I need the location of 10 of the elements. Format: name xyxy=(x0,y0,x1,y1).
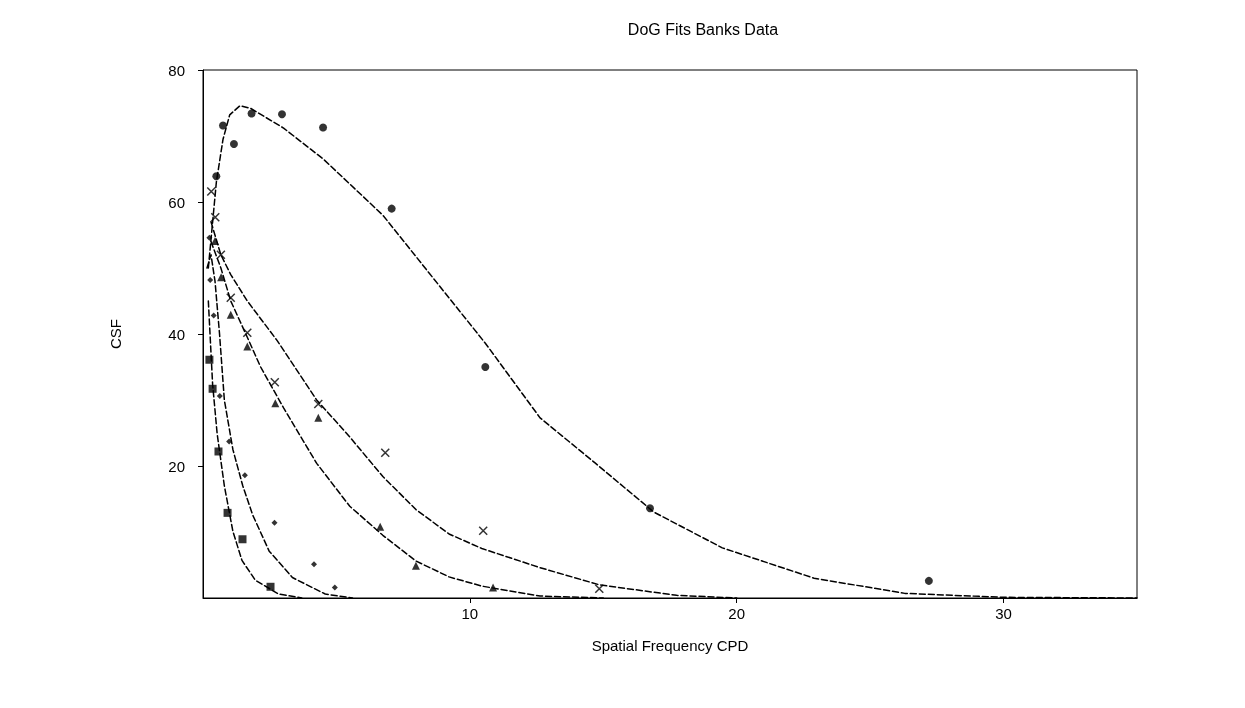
x-axis-title: Spatial Frequency CPD xyxy=(591,637,749,654)
x-tick-label: 30 xyxy=(995,605,1012,622)
y-tick-label: 60 xyxy=(168,193,185,211)
y-tick-label: 20 xyxy=(168,457,185,475)
y-axis-title: CSF xyxy=(107,319,124,349)
y-tick-label: 40 xyxy=(168,325,185,343)
x-tick-label: 20 xyxy=(728,605,746,622)
x-tick-label: 10 xyxy=(461,605,479,622)
chart-title: DoG Fits Banks Data xyxy=(627,20,779,38)
y-tick-label: 80 xyxy=(168,61,185,79)
